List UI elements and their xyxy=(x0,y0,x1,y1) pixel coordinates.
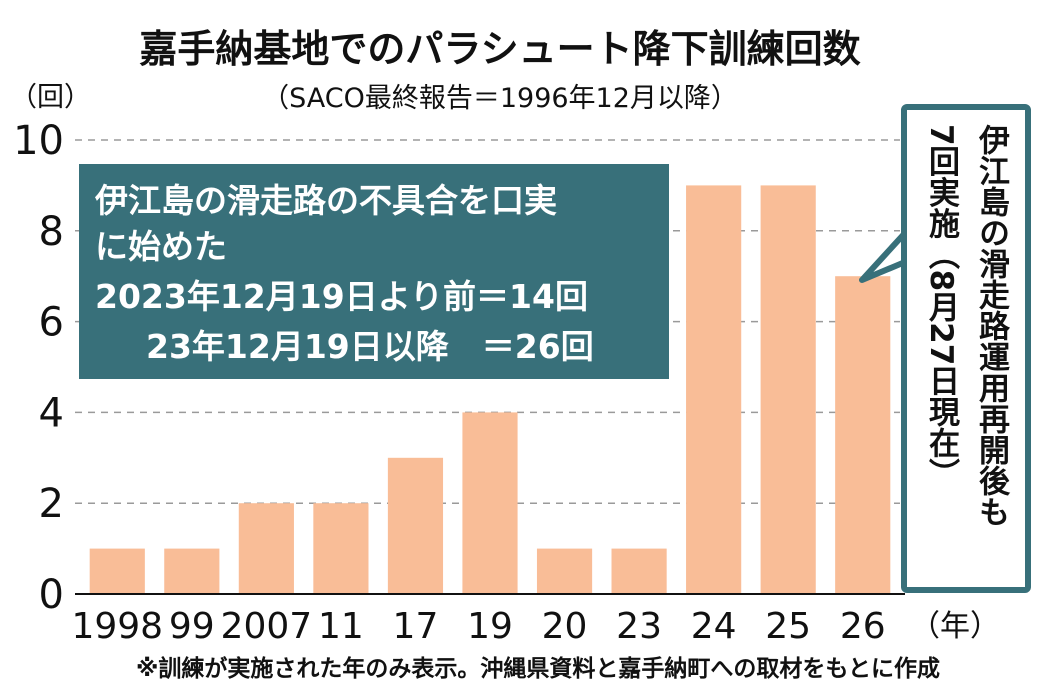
chart-title: 嘉手納基地でのパラシュート降下訓練回数 xyxy=(139,27,860,71)
bar-23 xyxy=(611,548,667,594)
callout-column-right: 伊江島の滑走路運用再開後も xyxy=(973,124,1011,527)
x-tick-label: 26 xyxy=(840,606,886,647)
x-tick-label: 17 xyxy=(393,606,439,647)
x-tick-label: 1998 xyxy=(71,606,163,647)
x-tick-label: 24 xyxy=(691,606,737,647)
x-tick-label: 25 xyxy=(765,606,811,647)
annotation-line-3: 2023年12月19日より前＝14回 xyxy=(95,277,588,316)
callout-column-left: 7回実施（8月27日現在） xyxy=(923,124,960,489)
bar-19 xyxy=(462,412,518,594)
chart-subtitle: （SACO最終報告＝1996年12月以降） xyxy=(262,83,738,114)
bar-24 xyxy=(686,185,742,594)
bars xyxy=(89,185,891,594)
x-tick-label: 99 xyxy=(169,606,215,647)
y-tick-label: 6 xyxy=(39,300,64,346)
bar-99 xyxy=(164,548,220,594)
y-axis-unit-label: （回） xyxy=(10,82,91,113)
y-tick-label: 8 xyxy=(39,209,64,255)
callout-pointer xyxy=(859,230,908,283)
x-axis-ticks: 1998 99 2007 11 17 19 20 23 24 25 26 xyxy=(71,606,885,647)
x-axis-unit-label: （年） xyxy=(910,609,1000,644)
y-tick-label: 10 xyxy=(13,118,64,164)
bar-20 xyxy=(536,548,593,594)
y-tick-label: 4 xyxy=(39,390,64,436)
annotation-line-1: 伊江島の滑走路の不具合を口実 xyxy=(94,181,557,220)
y-axis-ticks: 0 2 4 6 8 10 xyxy=(13,118,64,618)
x-tick-label: 11 xyxy=(318,606,364,647)
annotation-box: 伊江島の滑走路の不具合を口実 に始めた 2023年12月19日より前＝14回 2… xyxy=(79,164,669,379)
x-tick-label: 19 xyxy=(467,606,513,647)
bar-17 xyxy=(387,457,444,594)
callout-box xyxy=(901,104,1031,593)
annotation-line-2: に始めた xyxy=(95,227,227,266)
bar-26 xyxy=(835,276,891,594)
bar-1998 xyxy=(89,548,145,594)
source-note: ※訓練が実施された年のみ表示。沖縄県資料と嘉手納町への取材をもとに作成 xyxy=(136,655,940,682)
x-tick-label: 23 xyxy=(616,606,662,647)
callout: 伊江島の滑走路運用再開後も 7回実施（8月27日現在） xyxy=(859,104,1031,593)
x-tick-label: 2007 xyxy=(221,606,313,647)
bar-2007 xyxy=(238,503,294,594)
y-tick-label: 2 xyxy=(39,481,64,527)
annotation-panel xyxy=(79,164,669,379)
x-tick-label: 20 xyxy=(542,606,588,647)
bar-11 xyxy=(313,503,369,594)
bar-25 xyxy=(760,185,816,594)
y-tick-label: 0 xyxy=(39,572,64,618)
annotation-line-4: 23年12月19日以降 ＝26回 xyxy=(146,327,594,366)
